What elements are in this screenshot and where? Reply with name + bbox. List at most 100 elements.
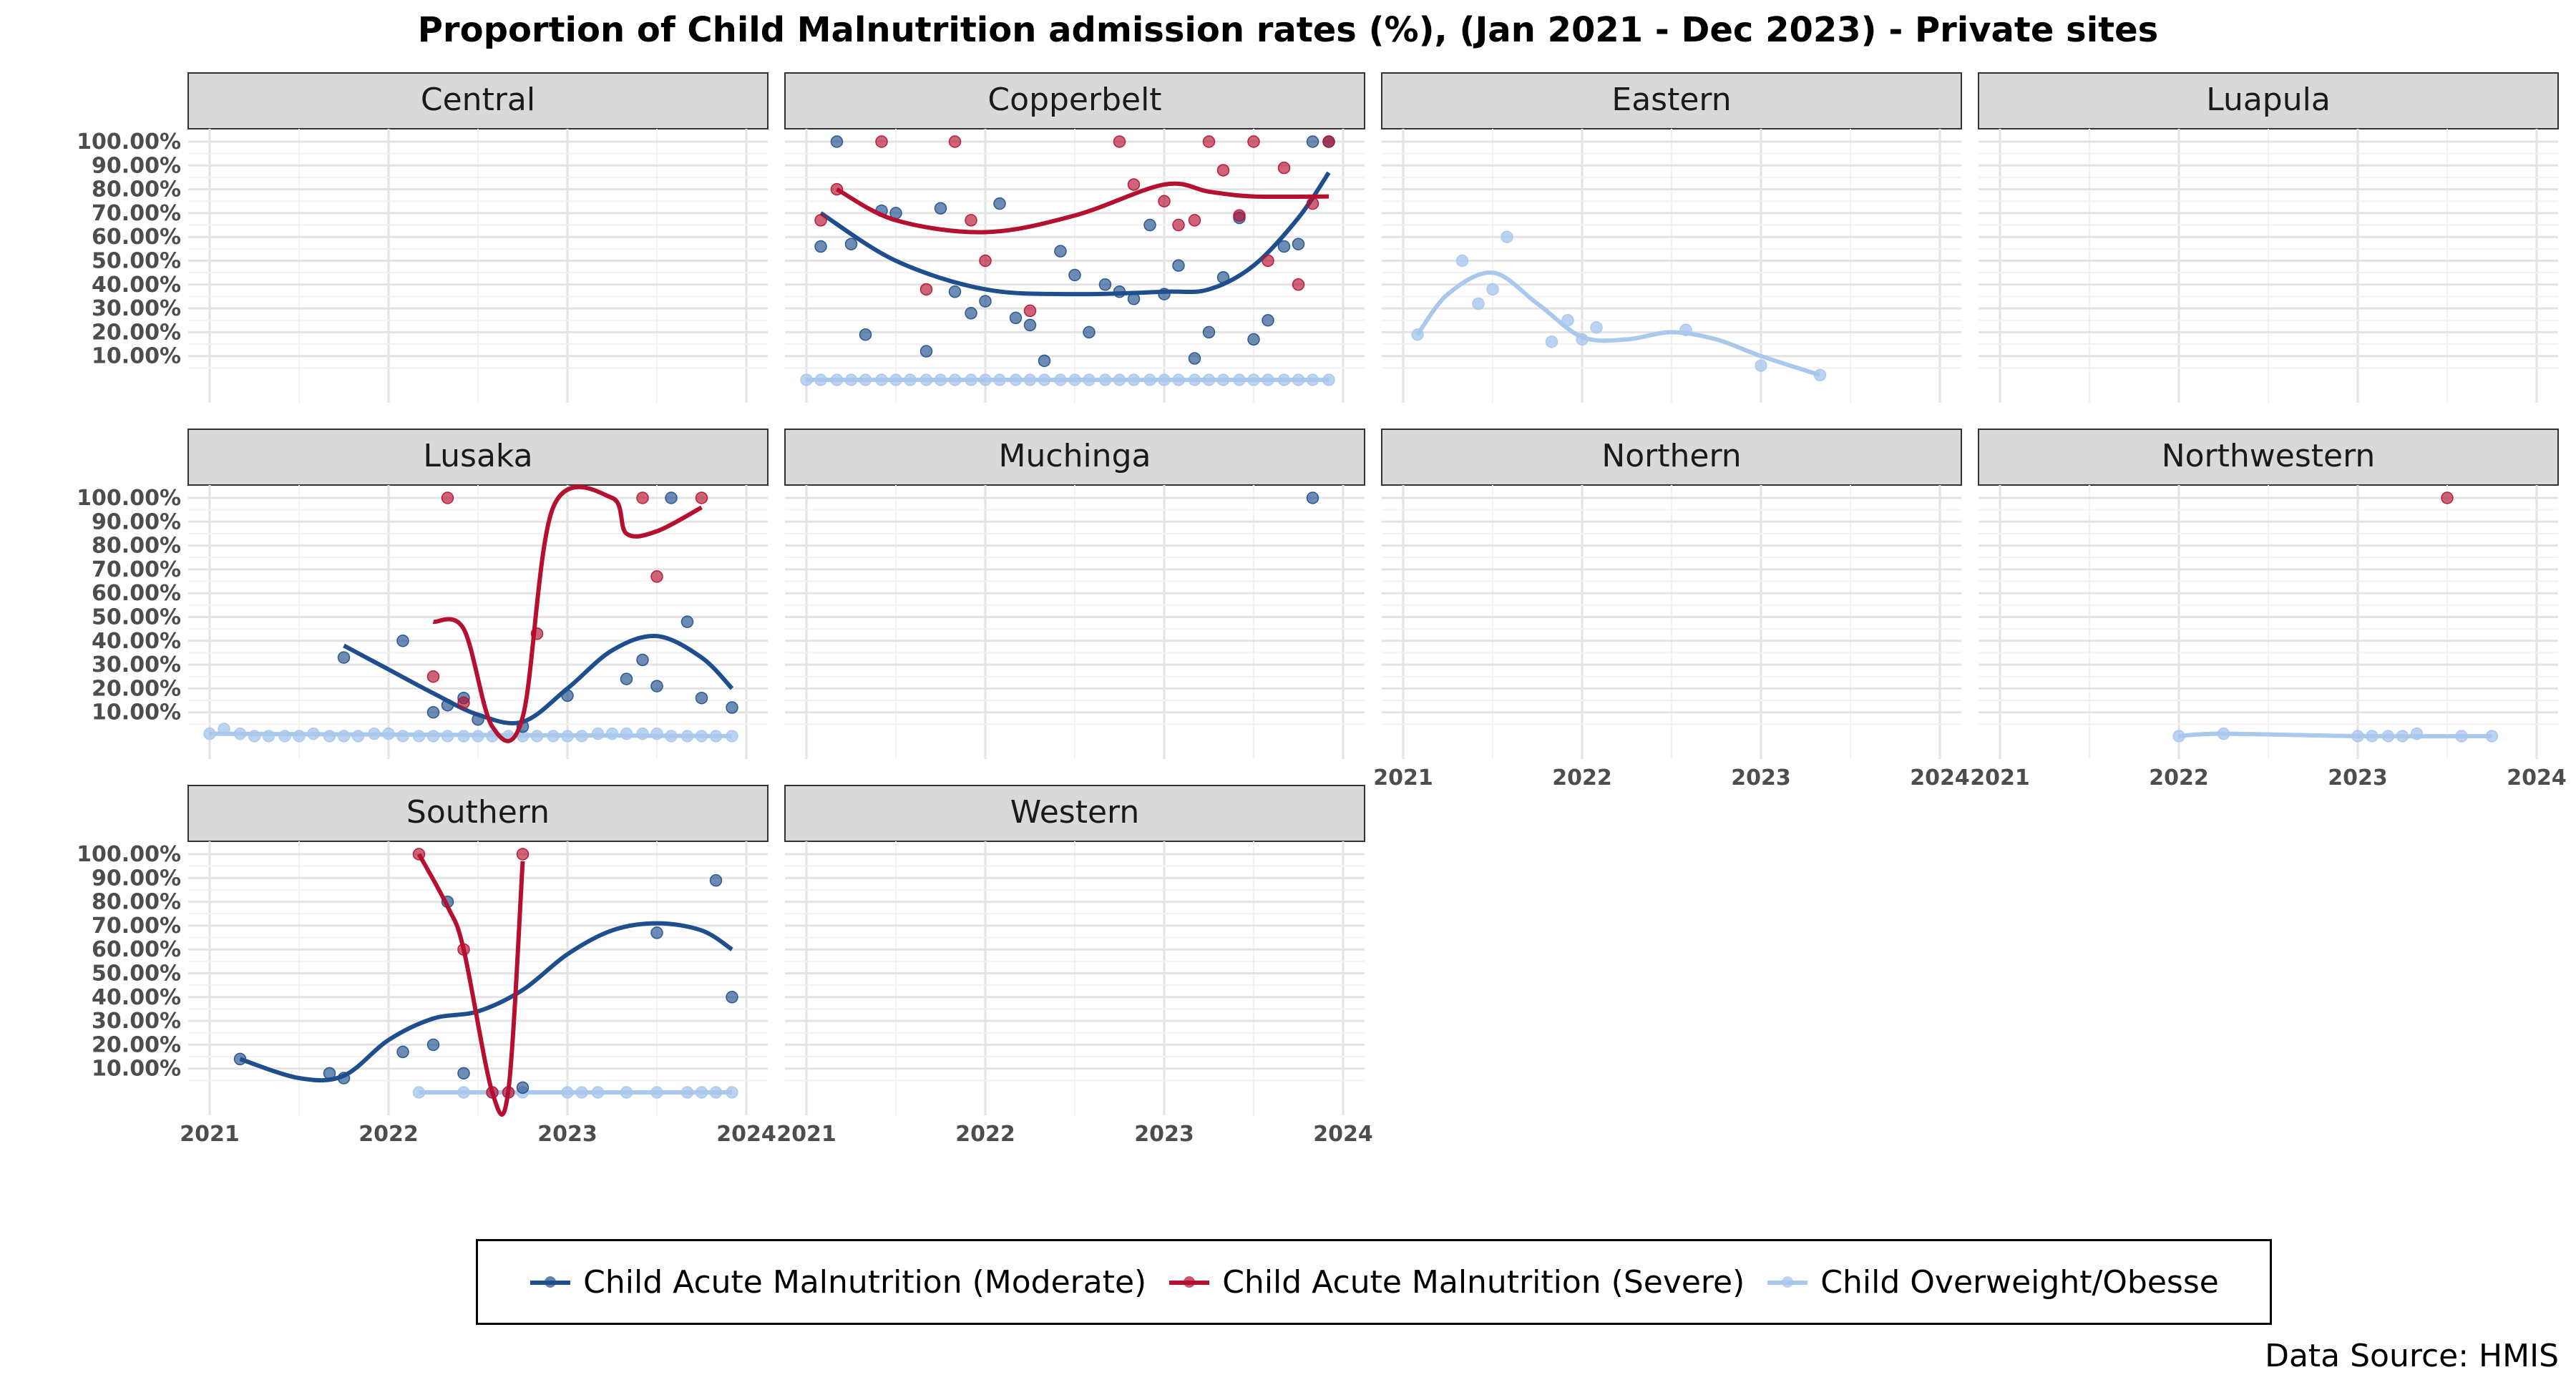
strip-label-copperbelt: Copperbelt: [987, 82, 1161, 118]
data-point-moderate: [396, 635, 409, 647]
strip-label-western: Western: [1010, 794, 1139, 831]
data-point-moderate: [1113, 285, 1126, 298]
data-point-overweight: [1233, 373, 1246, 386]
panel-northern: Northern 2021 2022 2023 2024: [1373, 429, 1970, 790]
trend-line-overweight: [2178, 731, 2492, 739]
strip-copperbelt: [784, 72, 1365, 129]
panel-luapula: Luapula: [1978, 72, 2559, 403]
strip-eastern: [1381, 72, 1962, 129]
data-point-overweight: [680, 1086, 694, 1099]
y-tick-label: 90.00%: [92, 509, 181, 534]
data-point-overweight: [1292, 373, 1305, 386]
y-tick-label: 20.00%: [92, 676, 181, 701]
data-point-overweight: [2485, 730, 2499, 743]
y-tick-label: 10.00%: [92, 700, 181, 725]
strip-label-lusaka: Lusaka: [423, 438, 532, 474]
data-point-moderate: [441, 698, 454, 712]
y-tick-label: 70.00%: [92, 914, 181, 939]
data-point-overweight: [293, 730, 306, 743]
strip-central: [187, 72, 769, 129]
y-tick-label: 50.00%: [92, 249, 181, 274]
strip-northwestern: [1978, 429, 2559, 486]
y-tick-label: 70.00%: [92, 557, 181, 582]
data-point-moderate: [680, 615, 694, 628]
data-point-severe: [1188, 214, 1201, 227]
data-point-moderate: [1262, 314, 1274, 327]
x-tick-label: 2024: [716, 1122, 776, 1147]
data-point-moderate: [426, 1038, 440, 1052]
data-point-severe: [1292, 278, 1305, 291]
strip-label-central: Central: [421, 82, 535, 118]
data-point-severe: [426, 670, 440, 683]
data-point-severe: [1172, 218, 1185, 232]
data-point-overweight: [2217, 727, 2230, 740]
data-point-moderate: [620, 672, 633, 685]
y-tick-label: 80.00%: [92, 177, 181, 202]
x-tick-label: 2022: [358, 1122, 419, 1147]
data-point-overweight: [1247, 373, 1260, 386]
data-point-overweight: [412, 730, 426, 743]
data-point-moderate: [1158, 288, 1171, 300]
data-point-overweight: [726, 730, 738, 743]
data-point-overweight: [1486, 283, 1499, 296]
legend-item-moderate: Child Acute Malnutrition (Moderate): [529, 1264, 1146, 1301]
data-point-moderate: [1292, 238, 1305, 250]
y-tick-label: 20.00%: [92, 1032, 181, 1057]
x-tick-label: 2024: [2507, 765, 2567, 790]
data-point-moderate: [948, 285, 962, 298]
data-point-overweight: [965, 373, 977, 386]
data-point-moderate: [457, 1067, 470, 1080]
data-point-moderate: [665, 491, 678, 504]
data-point-severe: [650, 570, 663, 583]
data-point-moderate: [814, 240, 827, 253]
panel-copperbelt: Copperbelt: [784, 72, 1365, 403]
data-point-overweight: [800, 373, 813, 386]
data-point-overweight: [1322, 373, 1335, 386]
strip-label-eastern: Eastern: [1611, 82, 1731, 118]
data-point-overweight: [650, 1086, 663, 1099]
data-point-overweight: [368, 727, 381, 740]
data-point-overweight: [1127, 373, 1141, 386]
data-point-overweight: [814, 373, 827, 386]
data-point-overweight: [695, 730, 708, 743]
x-tick-label: 2021: [1970, 765, 2030, 790]
data-point-overweight: [591, 727, 605, 740]
data-point-moderate: [1172, 259, 1185, 272]
data-point-moderate: [1202, 326, 1216, 339]
data-point-overweight: [2366, 730, 2379, 743]
data-point-moderate: [1277, 240, 1291, 253]
data-point-moderate: [1188, 352, 1201, 365]
trend-line-severe: [836, 181, 1330, 235]
strip-muchinga: [784, 429, 1365, 486]
x-tick-label: 2023: [1134, 1122, 1194, 1147]
data-point-overweight: [665, 730, 678, 743]
strip-southern: [187, 785, 769, 842]
data-point-severe: [530, 627, 544, 640]
data-point-moderate: [709, 873, 723, 887]
data-point-overweight: [934, 373, 947, 386]
x-tick-label: 2023: [537, 1122, 597, 1147]
data-point-moderate: [1054, 245, 1067, 258]
data-point-overweight: [457, 1086, 470, 1099]
data-point-severe: [979, 254, 992, 268]
x-tick-label: 2023: [2328, 765, 2388, 790]
data-point-moderate: [919, 345, 933, 358]
trend-line-overweight: [209, 731, 733, 738]
data-point-overweight: [2351, 730, 2364, 743]
data-point-moderate: [516, 1081, 530, 1095]
data-point-overweight: [1590, 320, 1603, 334]
trend-line-moderate: [239, 921, 733, 1083]
data-point-overweight: [2396, 730, 2409, 743]
data-point-moderate: [650, 926, 663, 939]
y-tick-label: 80.00%: [92, 534, 181, 559]
data-point-overweight: [1098, 373, 1112, 386]
data-point-moderate: [859, 328, 872, 341]
data-point-overweight: [547, 730, 560, 743]
y-tick-label: 70.00%: [92, 201, 181, 226]
data-point-overweight: [278, 730, 291, 743]
data-point-moderate: [1306, 135, 1319, 148]
data-point-overweight: [1054, 373, 1067, 386]
data-point-severe: [457, 696, 470, 710]
data-point-moderate: [636, 653, 649, 667]
